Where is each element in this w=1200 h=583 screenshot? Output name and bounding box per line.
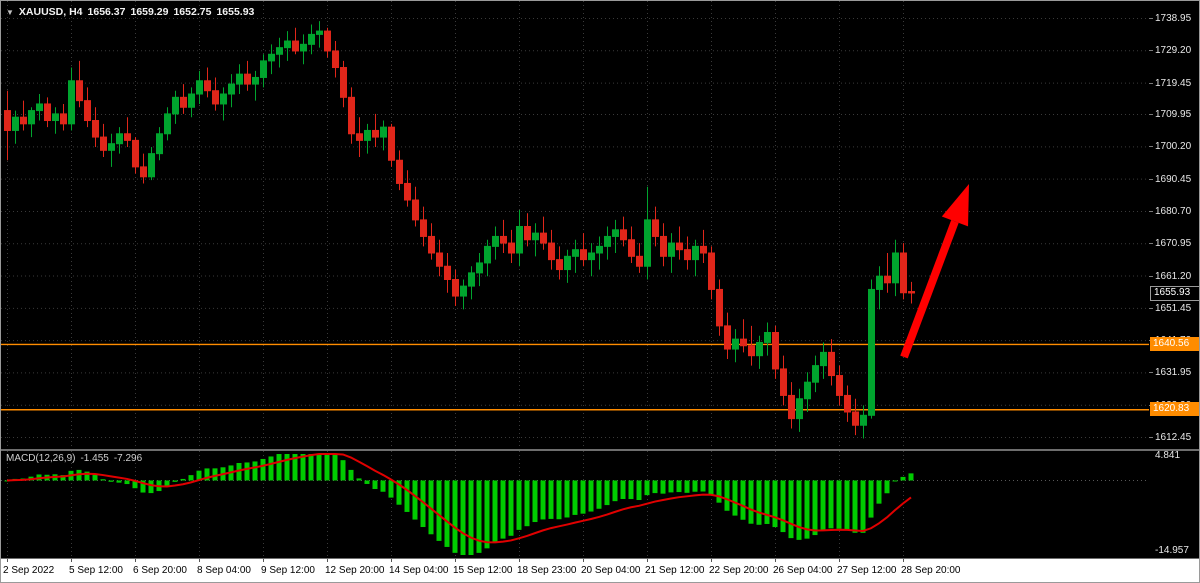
price-gridlines (1, 18, 1149, 438)
ohlc-low: 1652.75 (173, 6, 212, 18)
macd-axis-max-label: 4.841 (1155, 450, 1181, 461)
time-tick-mark (583, 559, 584, 562)
hline-price-tag-upper[interactable]: 1640.56 (1150, 336, 1199, 351)
time-label: 6 Sep 20:00 (133, 565, 187, 576)
time-tick-mark (519, 559, 520, 562)
time-label: 12 Sep 20:00 (325, 565, 385, 576)
time-gridlines (7, 1, 904, 449)
time-label: 9 Sep 12:00 (261, 565, 315, 576)
price-tick-mark (1149, 50, 1153, 52)
price-tick-label: 1680.70 (1155, 205, 1192, 217)
time-axis[interactable]: 2 Sep 2022 5 Sep 12:00 6 Sep 20:00 8 Sep 04… (1, 559, 1199, 582)
candles[interactable] (4, 21, 915, 439)
time-tick-mark (455, 559, 456, 562)
time-label: 15 Sep 12:00 (453, 565, 513, 576)
macd-main-value: -1.455 (80, 453, 109, 464)
panel-divider[interactable] (1, 449, 1199, 451)
time-tick-mark (391, 559, 392, 562)
price-tick-mark (1149, 210, 1153, 212)
time-tick-mark (775, 559, 776, 562)
macd-signal-value: -7.296 (113, 453, 143, 464)
price-tick-label: 1738.95 (1155, 13, 1192, 24)
time-tick-mark (263, 559, 264, 562)
time-tick-mark (839, 559, 840, 562)
price-tick-mark (1149, 372, 1153, 374)
price-tick-label: 1631.95 (1155, 367, 1192, 379)
time-label: 14 Sep 04:00 (389, 565, 449, 576)
price-chart-canvas[interactable] (1, 1, 1149, 449)
time-label: 21 Sep 12:00 (645, 565, 705, 576)
price-tick-mark (1149, 437, 1153, 438)
price-tick-label: 1709.95 (1155, 109, 1192, 121)
time-tick-mark (199, 559, 200, 562)
price-tick-mark (1149, 178, 1153, 180)
time-label: 26 Sep 04:00 (773, 565, 833, 576)
ohlc-close: 1655.93 (216, 6, 255, 18)
time-label: 22 Sep 20:00 (709, 565, 769, 576)
time-label: 20 Sep 04:00 (581, 565, 641, 576)
ohlc-open: 1656.37 (87, 6, 126, 18)
price-tick-label: 1661.20 (1155, 270, 1192, 282)
time-tick-mark (711, 559, 712, 562)
time-label: 27 Sep 12:00 (837, 565, 897, 576)
macd-name: MACD(12,26,9) (6, 453, 76, 464)
price-tick-label: 1700.20 (1155, 141, 1192, 153)
price-tick-mark (1149, 82, 1153, 84)
chart-marker-icon: ▼ (6, 8, 14, 17)
time-tick-mark (135, 559, 136, 562)
macd-histogram (4, 454, 914, 555)
ohlc-high: 1659.29 (130, 6, 169, 18)
macd-label: MACD(12,26,9) -1.455 -7.296 (6, 453, 147, 464)
price-tick-label: 1719.45 (1155, 77, 1192, 89)
price-tick-label: 1670.95 (1155, 238, 1192, 250)
macd-indicator-panel[interactable] (1, 451, 1149, 558)
time-label: 5 Sep 12:00 (69, 565, 123, 576)
macd-signal-line (6, 453, 912, 544)
price-tick-label: 1612.45 (1155, 432, 1192, 443)
current-price-tag: 1655.93 (1150, 285, 1199, 301)
price-tick-mark (1149, 307, 1153, 309)
price-tick-mark (1149, 114, 1153, 116)
time-tick-mark (647, 559, 648, 562)
time-label: 2 Sep 2022 (3, 565, 55, 576)
price-tick-mark (1149, 146, 1153, 148)
time-tick-mark (7, 559, 8, 562)
price-tick-mark (1149, 275, 1153, 277)
price-tick-mark (1149, 18, 1153, 19)
chart-ohlc-header: ▼ XAUUSD, H4 1656.37 1659.29 1652.75 1655.93 (6, 6, 259, 18)
panel-divider[interactable] (1, 558, 1199, 559)
price-tick-label: 1729.20 (1155, 45, 1192, 57)
horizontal-price-lines[interactable] (1, 343, 1149, 411)
price-tick-label: 1690.45 (1155, 173, 1192, 185)
time-tick-mark (327, 559, 328, 562)
time-tick-mark (71, 559, 72, 562)
price-tick-label: 1651.45 (1155, 302, 1192, 314)
time-label: 28 Sep 20:00 (901, 565, 961, 576)
trend-arrow-annotation[interactable] (900, 184, 969, 359)
time-label: 8 Sep 04:00 (197, 565, 251, 576)
symbol-period-label: XAUUSD, H4 (18, 6, 83, 18)
time-label: 18 Sep 23:00 (517, 565, 577, 576)
price-tick-mark (1149, 243, 1153, 245)
time-tick-mark (903, 559, 904, 562)
macd-axis-min-label: -14.957 (1155, 545, 1189, 556)
hline-price-tag-lower[interactable]: 1620.83 (1150, 402, 1199, 417)
price-axis[interactable]: 1738.95 1729.20 1719.45 1709.95 1700.20 1690.… (1149, 1, 1199, 559)
